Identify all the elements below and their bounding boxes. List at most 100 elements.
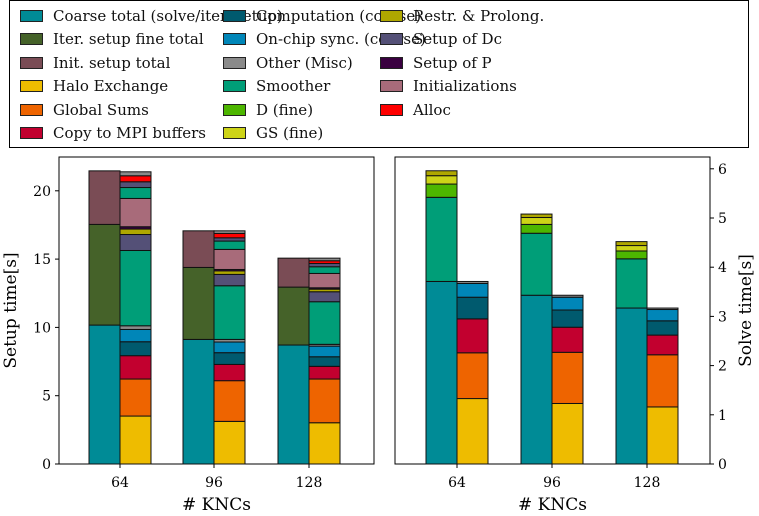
x-axis-label: # KNCs — [182, 495, 251, 515]
bar-segment — [213, 363, 246, 382]
x-tick-label: 128 — [634, 475, 661, 491]
bar-segment — [308, 257, 341, 262]
legend-swatch — [223, 10, 246, 22]
bar-segment — [551, 351, 584, 404]
legend-label: Other (Misc) — [256, 53, 353, 72]
legend-swatch — [20, 56, 43, 69]
bar-segment — [119, 341, 152, 357]
bar-segment — [615, 250, 648, 260]
bar-segment — [182, 338, 215, 465]
bar-segment — [646, 354, 679, 408]
legend-label: Computation (coarse) — [256, 7, 422, 25]
legend-label: Setup of P — [413, 53, 492, 72]
legend-swatch — [223, 103, 246, 116]
legend-entry: Initializations — [380, 76, 517, 96]
bar-segment — [182, 266, 215, 340]
x-tick-label: 128 — [296, 475, 323, 491]
legend-label: D (fine) — [256, 100, 314, 119]
bar-segment — [520, 217, 553, 225]
bar-segment — [615, 258, 648, 309]
bar-segment — [520, 223, 553, 234]
legend-entry: Setup of Dc — [380, 29, 502, 49]
bar-segment — [182, 230, 215, 268]
legend-swatch — [223, 33, 246, 46]
bar-segment — [213, 380, 246, 422]
legend-label: Initializations — [413, 77, 517, 96]
bar-segment — [277, 344, 310, 465]
legend-entry: Iter. setup fine total — [20, 29, 204, 49]
bar-segment — [119, 355, 152, 380]
bar-segment — [425, 196, 458, 282]
legend-label: GS (fine) — [256, 124, 324, 142]
legend-label: Halo Exchange — [53, 77, 169, 96]
legend-entry: Copy to MPI buffers — [20, 123, 206, 143]
bar-segment — [213, 270, 246, 275]
y-tick-label: 4 — [718, 260, 727, 276]
bar-segment — [308, 272, 341, 289]
bar-segment — [456, 352, 489, 400]
bar-segment — [308, 365, 341, 380]
bar-segment — [213, 230, 246, 234]
bar-segment — [119, 249, 152, 327]
x-tick-label: 96 — [543, 475, 561, 491]
legend-swatch — [20, 10, 43, 22]
legend-swatch — [380, 80, 403, 93]
y-tick-label: 0 — [718, 457, 727, 473]
bar-segment — [646, 307, 679, 311]
legend-label: Alloc — [413, 100, 451, 119]
x-tick-label: 96 — [205, 475, 223, 491]
bar-segment — [646, 334, 679, 356]
legend-entry: Other (Misc) — [223, 53, 353, 73]
y-axis-label: Setup time[s] — [1, 252, 21, 368]
legend-entry: Halo Exchange — [20, 76, 168, 96]
bar-segment — [277, 257, 310, 288]
bar-segment — [277, 286, 310, 346]
legend-swatch — [20, 33, 43, 46]
legend-label: Global Sums — [53, 100, 149, 119]
legend-swatch — [380, 10, 403, 22]
bar-segment — [119, 181, 152, 189]
legend-label: Iter. setup fine total — [53, 30, 204, 49]
bar-segment — [119, 415, 152, 465]
legend-entry: Setup of P — [380, 53, 492, 73]
y-axis-label: Solve time[s] — [736, 254, 756, 367]
y-tick-label: 10 — [33, 320, 51, 336]
y-tick-label: 1 — [718, 408, 727, 424]
legend-label: Copy to MPI buffers — [53, 124, 206, 142]
y-tick-label: 15 — [33, 252, 51, 268]
y-tick-label: 3 — [718, 309, 727, 325]
bar-segment — [213, 285, 246, 340]
bar-segment — [456, 282, 489, 298]
legend-swatch — [380, 103, 403, 116]
y-tick-label: 0 — [42, 457, 51, 473]
bar-segment — [646, 309, 679, 322]
legend-entry: GS (fine) — [223, 123, 323, 143]
y-tick-label: 5 — [718, 211, 727, 227]
bar-segment — [551, 296, 584, 311]
legend-swatch — [223, 56, 246, 69]
y-tick-label: 20 — [33, 184, 51, 200]
bar-segment — [88, 223, 121, 326]
x-axis-label: # KNCs — [518, 495, 587, 515]
bar-segment — [456, 296, 489, 320]
bar-segment — [456, 318, 489, 354]
bar-segment — [119, 234, 152, 251]
x-tick-label: 64 — [448, 475, 466, 491]
bar-segment — [425, 183, 458, 198]
legend-swatch — [223, 80, 246, 93]
bar-segment — [551, 309, 584, 328]
legend-label: Setup of Dc — [413, 30, 502, 49]
legend-label: Init. setup total — [53, 53, 171, 72]
bar-segment — [308, 422, 341, 465]
legend-label: Smoother — [256, 77, 331, 96]
bar-segment — [119, 378, 152, 417]
bar-segment — [119, 325, 152, 330]
bar-segment — [119, 187, 152, 199]
bar-segment — [425, 280, 458, 465]
y-tick-label: 6 — [718, 162, 727, 178]
legend-entry: Smoother — [223, 76, 330, 96]
bar-segment — [456, 398, 489, 465]
legend: Coarse total (solve/iter. setup) Iter. se… — [9, 0, 749, 148]
bar-segment — [213, 273, 246, 287]
